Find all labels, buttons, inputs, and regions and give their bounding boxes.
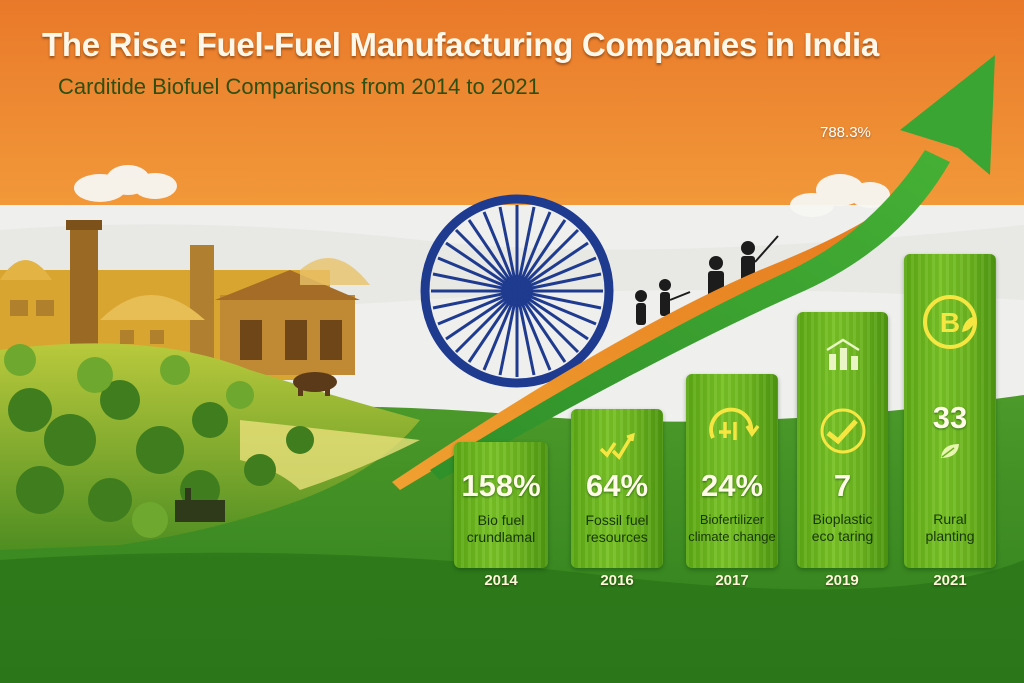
- stat-label: Bio fuel crundlamal: [466, 512, 536, 545]
- leaf-icon: [941, 444, 959, 458]
- cloud-right: [790, 174, 890, 217]
- stat-value: 64%: [585, 468, 649, 503]
- year-label-2014: 2014: [484, 572, 518, 589]
- river: [240, 420, 420, 490]
- trees-light: [4, 344, 254, 538]
- stat-label: Biofertilizer climate change: [688, 512, 776, 544]
- rising-arrow-head: [900, 55, 995, 175]
- stat-bar-2021: B 33 Rural planting: [904, 254, 996, 568]
- bitcoin-leaf-icon: B: [923, 295, 977, 349]
- elephant-silhouette: [293, 372, 337, 396]
- stat-bar-2016: 64% Fossil fuel resources: [571, 409, 663, 568]
- year-label-2021: 2021: [933, 572, 967, 589]
- trees: [8, 380, 314, 522]
- rising-arrow-green: [430, 150, 950, 480]
- stat-label: Bioplastic eco taring: [811, 511, 874, 544]
- stat-value: 24%: [700, 468, 764, 503]
- stat-value: 33: [932, 400, 968, 435]
- stat-value: 7: [833, 468, 852, 503]
- stat-label: Rural planting: [925, 511, 975, 544]
- mini-bars-icon: [825, 338, 860, 370]
- page-title: The Rise: Fuel-Fuel Manufacturing Compan…: [42, 26, 879, 63]
- stat-bar-2017: 24% Biofertilizer climate change: [686, 374, 778, 568]
- stat-value: 158%: [461, 468, 541, 503]
- factory-silhouette: [175, 488, 225, 522]
- cloud-left: [74, 165, 177, 202]
- stat-bar-2019: 7 Bioplastic eco taring: [797, 312, 888, 568]
- stat-bar-2014: 158% Bio fuel crundlamal: [454, 442, 548, 568]
- growth-label: 788.3%: [820, 124, 871, 141]
- green-band-shade: [0, 552, 1024, 683]
- check-growth-icon: [820, 408, 865, 454]
- year-label-2017: 2017: [715, 572, 749, 589]
- year-label-2016: 2016: [600, 572, 634, 589]
- growth-checks-icon: [599, 432, 635, 460]
- ashoka-chakra: [420, 194, 614, 388]
- cycle-icon: [709, 407, 760, 440]
- year-label-2019: 2019: [825, 572, 859, 589]
- page-subtitle: Carditide Biofuel Comparisons from 2014 …: [58, 74, 540, 99]
- svg-text:B: B: [940, 307, 960, 338]
- stat-label: Fossil fuel resources: [585, 512, 649, 545]
